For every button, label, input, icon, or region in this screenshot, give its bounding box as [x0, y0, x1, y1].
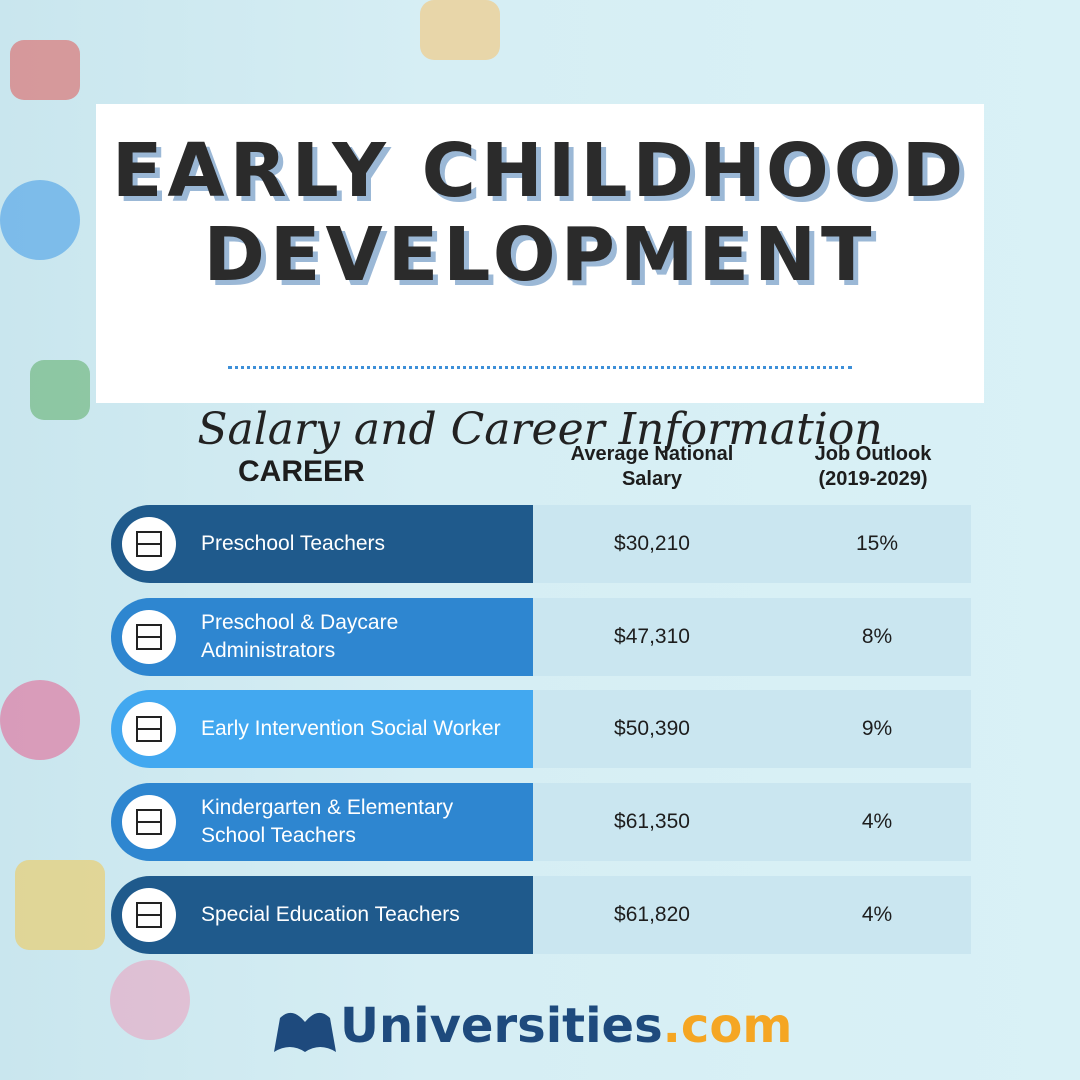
row-icon — [122, 702, 176, 756]
row-career: Preschool & Daycare Administrators — [111, 598, 533, 676]
outlook: 9% — [861, 717, 893, 740]
outlook: 8% — [861, 625, 893, 648]
icon-glyph — [136, 902, 162, 928]
toy — [0, 680, 80, 760]
title: EARLY CHILDHOOD — [111, 128, 969, 214]
icon-glyph — [136, 716, 162, 742]
row-icon — [122, 795, 176, 849]
salary: $50,390 — [614, 717, 690, 740]
salary: $61,820 — [614, 903, 690, 926]
row-values: $50,390 9% — [533, 690, 971, 768]
underline — [228, 366, 852, 369]
career-name: Preschool & Daycare Administrators — [201, 611, 399, 662]
subtitle: Salary and Career Information — [197, 404, 883, 455]
row-icon — [122, 888, 176, 942]
salary: $30,210 — [614, 532, 690, 555]
brand: Universities.com — [340, 998, 792, 1054]
icon-glyph — [136, 531, 162, 557]
toy — [30, 360, 90, 420]
row-values: $61,820 4% — [533, 876, 971, 954]
toy — [10, 40, 80, 100]
header-salary: Average National Salary — [570, 443, 734, 490]
brand-suffix: .com — [662, 998, 793, 1054]
logo-icon — [274, 1012, 336, 1052]
toy — [15, 860, 105, 950]
title: DEVELOPMENT — [203, 212, 877, 298]
salary: $47,310 — [614, 625, 690, 648]
row-career: Preschool Teachers — [111, 505, 533, 583]
row-values: $61,350 4% — [533, 783, 971, 861]
header-outlook: Job Outlook (2019-2029) — [814, 443, 932, 490]
outlook: 4% — [861, 903, 893, 926]
toy — [110, 960, 190, 1040]
career-name: Preschool Teachers — [201, 532, 386, 555]
outlook: 4% — [861, 810, 893, 833]
row-career: Kindergarten & Elementary School Teacher… — [111, 783, 533, 861]
icon-glyph — [136, 809, 162, 835]
row-values: $30,210 15% — [533, 505, 971, 583]
row-icon — [122, 517, 176, 571]
icon-glyph — [136, 624, 162, 650]
career-name: Kindergarten & Elementary School Teacher… — [201, 796, 454, 847]
career-name: Special Education Teachers — [201, 903, 460, 926]
header-career: CAREER — [238, 455, 365, 488]
brand-name: Universities — [340, 998, 663, 1054]
row-career: Special Education Teachers — [111, 876, 533, 954]
title-box: EARLY CHILDHOOD DEVELOPMENT Salary and C… — [96, 104, 984, 455]
row-icon — [122, 610, 176, 664]
career-name: Early Intervention Social Worker — [201, 717, 501, 740]
toy — [420, 0, 500, 60]
outlook: 15% — [855, 532, 899, 555]
row-values: $47,310 8% — [533, 598, 971, 676]
toy — [0, 180, 80, 260]
salary: $61,350 — [614, 810, 690, 833]
row-career: Early Intervention Social Worker — [111, 690, 533, 768]
